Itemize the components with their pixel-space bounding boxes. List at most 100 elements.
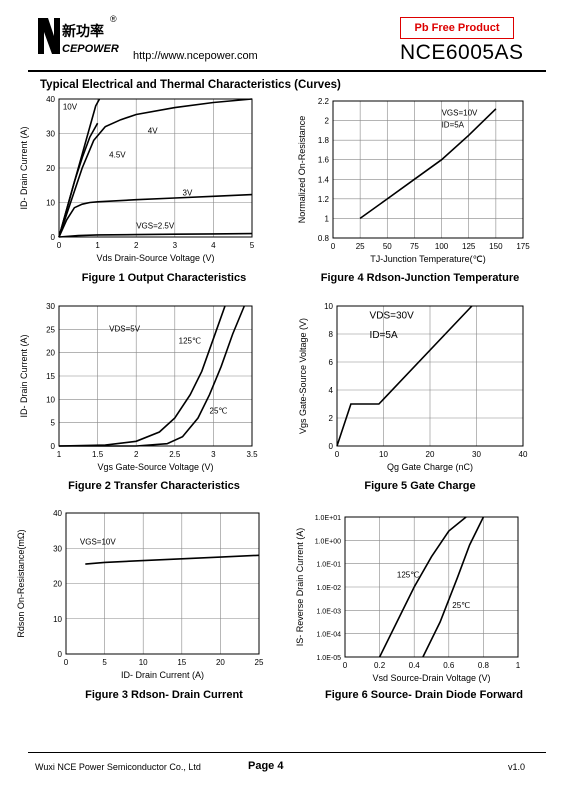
fig5-xtick-label: 40: [519, 450, 528, 459]
fig2-ylabel: ID- Drain Current (A): [19, 334, 29, 417]
fig2-xtick-label: 2.5: [169, 450, 181, 459]
fig4-frame: [332, 100, 524, 239]
fig6-xtick-label: 0.6: [443, 661, 455, 670]
fig4-ylabel: Normalized On-Resistance: [297, 116, 307, 224]
website-url[interactable]: http://www.ncepower.com: [133, 50, 258, 62]
fig2-series-label: 125℃: [179, 336, 201, 345]
fig2-chart: 1 1.5 2 2.5 3 3.5 0 5 10 15 20 25 30 VDS=5V 125℃ 25℃ Vgs…: [19, 302, 258, 472]
company-logo: 新功率 CEPOWER ®: [34, 10, 122, 62]
part-number: NCE6005AS: [400, 41, 524, 64]
fig4-series-label: ID=5A: [442, 120, 465, 129]
fig3-xtick-label: 25: [255, 658, 264, 667]
fig5-ytick-label: 4: [329, 386, 334, 395]
fig3-xtick-label: 15: [177, 658, 186, 667]
fig5-frame: [336, 305, 524, 447]
fig3-xtick-label: 5: [102, 658, 107, 667]
fig5-ytick-label: 0: [329, 442, 334, 451]
fig1-series-label: 10V: [63, 102, 78, 111]
fig3-ytick-label: 30: [53, 544, 62, 553]
fig1-xtick-label: 3: [173, 241, 178, 250]
fig6-ytick-label: 1.0E-05: [316, 655, 341, 662]
footer-company: Wuxi NCE Power Semiconductor Co., Ltd: [35, 762, 201, 772]
registered-mark: ®: [110, 14, 117, 24]
fig2-series-label: VDS=5V: [109, 325, 141, 334]
footer-version: v1.0: [508, 762, 526, 772]
fig6-series-line: [422, 516, 485, 658]
logo-sub-text: CEPOWER: [62, 43, 119, 55]
fig6-ytick-label: 1.0E+01: [315, 515, 341, 522]
fig1-ytick-label: 30: [46, 130, 55, 139]
fig3-caption: Figure 3 Rdson- Drain Current: [85, 689, 243, 701]
fig1-ylabel: ID- Drain Current (A): [19, 126, 29, 209]
fig3-ytick-label: 0: [58, 650, 63, 659]
fig1-xlabel: Vds Drain-Source Voltage (V): [96, 253, 214, 263]
fig1-series-label: VGS=2.5V: [136, 221, 175, 230]
fig6-chart: 0 0.2 0.4 0.6 0.8 1 1.0E-05 1.0E-04 1.0E-03 1.0E-…: [295, 515, 521, 683]
fig1-series-label: 4.5V: [109, 151, 126, 160]
fig1-series-line: [58, 193, 253, 238]
fig3-chart: 0 5 10 15 20 25 0 10 20 30 40 VGS=10V ID- Drain Curr…: [16, 509, 264, 680]
fig5-series-label: VDS=30V: [370, 311, 415, 322]
fig4-xtick-label: 0: [331, 242, 336, 251]
fig4-xtick-label: 150: [489, 242, 503, 251]
fig6-xtick-label: 0.2: [374, 661, 386, 670]
fig3-ytick-label: 10: [53, 615, 62, 624]
footer-page-number: Page 4: [248, 760, 284, 772]
fig3-frame: [65, 512, 260, 655]
fig3-ytick-label: 20: [53, 580, 62, 589]
fig2-xtick-label: 2: [134, 450, 139, 459]
fig2-frame: [58, 305, 253, 447]
fig1-chart: 0 1 2 3 4 5 0 10 20 30 40 10V 4V 4.5V 3V VGS=2.5V Vds Dr…: [19, 95, 255, 263]
fig2-ytick-label: 20: [46, 349, 55, 358]
fig4-ytick-label: 2: [325, 117, 330, 126]
fig4-xtick-label: 75: [410, 242, 419, 251]
fig5-xlabel: Qg Gate Charge (nC): [387, 462, 473, 472]
footer-divider: [28, 752, 546, 753]
fig2-xtick-label: 1.5: [92, 450, 104, 459]
fig4-xtick-label: 100: [435, 242, 449, 251]
fig4-caption: Figure 4 Rdson-Junction Temperature: [320, 272, 520, 284]
fig3-series-line: [85, 554, 260, 565]
fig1-series-line: [58, 98, 253, 238]
fig3-ylabel: Rdson On-Resistance(mΩ): [16, 529, 26, 637]
fig4-ytick-label: 1: [325, 214, 330, 223]
fig1-series-label: 3V: [183, 189, 193, 198]
fig4-series-line: [359, 108, 497, 220]
fig1-ytick-label: 20: [46, 164, 55, 173]
fig2-caption: Figure 2 Transfer Characteristics: [68, 480, 240, 492]
fig3-xtick-label: 10: [139, 658, 148, 667]
fig4-ytick-label: 1.6: [318, 156, 330, 165]
fig5-ytick-label: 10: [324, 302, 333, 311]
fig2-xtick-label: 3.5: [246, 450, 258, 459]
fig2-xlabel: Vgs Gate-Source Voltage (V): [97, 462, 213, 472]
fig6-ytick-label: 1.0E-02: [316, 585, 341, 592]
fig2-series-label: 25℃: [210, 406, 228, 415]
fig5-chart: 0 10 20 30 40 0 2 4 6 8 10 VDS=30V ID=5A Qg Gate Char…: [298, 302, 528, 472]
fig1-frame: [58, 98, 253, 238]
fig4-chart: 0 25 50 75 100 125 150 175 0.8 1 1.2 1.4 1.6 1.8 2 2.2 V…: [297, 97, 530, 264]
fig6-frame: [344, 516, 519, 658]
fig5-xtick-label: 30: [472, 450, 481, 459]
fig3-xtick-label: 20: [216, 658, 225, 667]
fig4-ytick-label: 1.8: [318, 136, 330, 145]
fig2-ytick-label: 0: [51, 442, 56, 451]
fig1-series-line: [58, 232, 253, 238]
fig4-ytick-label: 2.2: [318, 97, 330, 106]
fig2-ytick-label: 5: [51, 419, 56, 428]
fig1-ytick-label: 40: [46, 95, 55, 104]
fig5-ytick-label: 8: [329, 330, 334, 339]
fig5-series-label: ID=5A: [370, 330, 398, 341]
fig1-ytick-label: 0: [51, 233, 56, 242]
fig6-xtick-label: 0: [343, 661, 348, 670]
fig3-xlabel: ID- Drain Current (A): [121, 670, 204, 680]
fig5-ylabel: Vgs Gate-Source Voltage (V): [298, 318, 308, 434]
fig2-series-line: [58, 305, 226, 447]
fig6-ylabel: IS- Reverse Drain Current (A): [295, 528, 305, 647]
fig1-xtick-label: 1: [95, 241, 100, 250]
pb-free-badge: Pb Free Product: [400, 17, 514, 39]
fig2-ytick-label: 10: [46, 395, 55, 404]
fig3-series-label: VGS=10V: [80, 538, 116, 547]
fig2-series-line: [59, 305, 246, 447]
fig6-ytick-label: 1.0E-04: [316, 632, 341, 639]
